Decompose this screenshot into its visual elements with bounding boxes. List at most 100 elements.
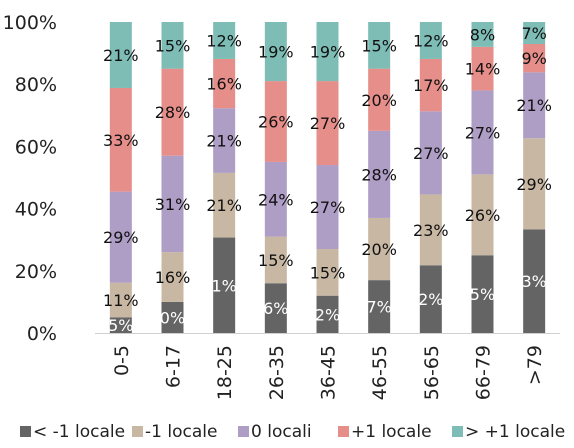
legend-label: < -1 locale	[33, 422, 125, 442]
bar-segment-0-locali	[523, 72, 546, 139]
bar-segment-1-locale	[523, 229, 546, 333]
x-tick-label: >79	[524, 345, 546, 385]
bar-segment-1-locale	[213, 58, 236, 109]
data-label: 29%	[103, 228, 139, 247]
data-label: 6%	[263, 299, 288, 318]
data-label: 21%	[206, 196, 242, 215]
legend-label: +1 locale	[351, 422, 432, 442]
data-label: 26%	[258, 113, 294, 132]
bar-segment-1-locale	[419, 265, 442, 333]
bar-segment-1-locale	[161, 22, 184, 69]
bar-segment-1-locale	[471, 174, 494, 256]
bar-segment-1-locale	[109, 87, 132, 192]
data-label: 24%	[258, 190, 294, 209]
bar-segment-1-locale	[523, 22, 546, 44]
bar-segment-1-locale	[213, 172, 236, 238]
bar-segment-1-locale	[419, 22, 442, 59]
bar-segment-0-locali	[471, 90, 494, 175]
x-tick-label: 0-5	[111, 345, 133, 376]
data-label: 15%	[155, 36, 191, 55]
legend-swatch-1-locale	[338, 426, 349, 437]
legend-label: 0 locali	[251, 422, 312, 442]
data-label: 7%	[521, 24, 546, 43]
y-tick-label: 60%	[15, 136, 57, 158]
legend-label: > +1 locale	[465, 422, 565, 442]
data-label: 12%	[413, 31, 449, 50]
bar-segment-0-locali	[109, 191, 132, 283]
bar-segment-0-locali	[213, 108, 236, 173]
bar-segment-0-locali	[264, 161, 287, 237]
x-tick-label: 46-55	[369, 345, 391, 400]
data-label: 8%	[470, 25, 495, 44]
bar-segment-1-locale	[109, 317, 132, 333]
data-label: 27%	[413, 144, 449, 163]
data-label: 1%	[211, 276, 236, 295]
bar-segment-0-locali	[161, 155, 184, 253]
data-label: 27%	[310, 198, 346, 217]
y-tick-label: 80%	[15, 74, 57, 96]
data-label: 15%	[258, 251, 294, 270]
y-axis: 0% 20% 40% 60% 80% 100%	[3, 12, 57, 345]
y-tick-label: 100%	[3, 12, 57, 34]
data-label: 33%	[103, 131, 139, 150]
data-label: 23%	[413, 221, 449, 240]
legend-swatch-1-locale	[452, 426, 463, 437]
data-label: 12%	[206, 31, 242, 50]
data-label: 11%	[103, 291, 139, 310]
bar-segment-1-locale	[419, 194, 442, 266]
data-label: 20%	[361, 91, 397, 110]
x-tick-label: 6-17	[163, 345, 185, 388]
bar-segment-1-locale	[419, 58, 442, 112]
bars: 5% 11% 29% 33% 21% 0% 16% 31% 28% 15% 1% 21% 21% 16% 1…	[103, 22, 552, 335]
x-tick-label: 66-79	[473, 345, 495, 400]
data-label: 27%	[465, 123, 501, 142]
bar-segment-1-locale	[471, 46, 494, 91]
data-label: 27%	[310, 114, 346, 133]
x-tick-label: 26-35	[266, 345, 288, 400]
data-label: 19%	[310, 43, 346, 62]
legend-swatch-0-locali	[238, 426, 249, 437]
bar-segment-0-locali	[316, 165, 339, 250]
bar-segment-1-locale	[161, 68, 184, 156]
data-label: 17%	[413, 76, 449, 95]
x-tick-label: 18-25	[214, 345, 236, 400]
bar-segment-1-locale	[368, 280, 391, 333]
bar-segment-0-locali	[419, 111, 442, 195]
data-label: 26%	[465, 206, 501, 225]
data-label: 5%	[108, 316, 133, 335]
bar-segment-1-locale	[471, 255, 494, 333]
data-label: 28%	[155, 103, 191, 122]
data-label: 15%	[361, 36, 397, 55]
data-label: 28%	[361, 165, 397, 184]
data-label: 9%	[521, 49, 546, 68]
bar-segment-1-locale	[161, 252, 184, 302]
y-tick-label: 0%	[27, 323, 57, 345]
data-label: 16%	[155, 268, 191, 287]
data-label: 0%	[160, 308, 185, 327]
data-label: 29%	[516, 175, 552, 194]
legend-swatch-1-locale	[20, 426, 31, 437]
bar-segment-1-locale	[109, 282, 132, 318]
bar-segment-1-locale	[471, 22, 494, 47]
legend: < -1 locale -1 locale 0 locali +1 locale > +…	[20, 422, 565, 442]
bar-segment-1-locale	[161, 301, 184, 333]
bar-segment-1-locale	[316, 295, 339, 333]
bar-segment-0-locali	[368, 130, 391, 218]
bar-segment-1-locale	[368, 217, 391, 281]
y-tick-label: 20%	[15, 261, 57, 283]
data-label: 2%	[315, 305, 340, 324]
bar-segment-1-locale	[213, 22, 236, 59]
data-label: 21%	[206, 132, 242, 151]
bar-segment-1-locale	[316, 81, 339, 166]
bar-segment-1-locale	[316, 22, 339, 82]
data-label: 2%	[418, 290, 443, 309]
bar-segment-1-locale	[523, 138, 546, 230]
bar-segment-1-locale	[316, 249, 339, 296]
bar-segment-1-locale	[264, 81, 287, 162]
data-label: 19%	[258, 43, 294, 62]
x-axis: 0-5 6-17 18-25 26-35 36-45 46-55 56-65 66-79 >79	[95, 333, 560, 400]
data-label: 7%	[366, 298, 391, 317]
legend-swatch-1-locale	[132, 426, 143, 437]
y-tick-label: 40%	[15, 199, 57, 221]
